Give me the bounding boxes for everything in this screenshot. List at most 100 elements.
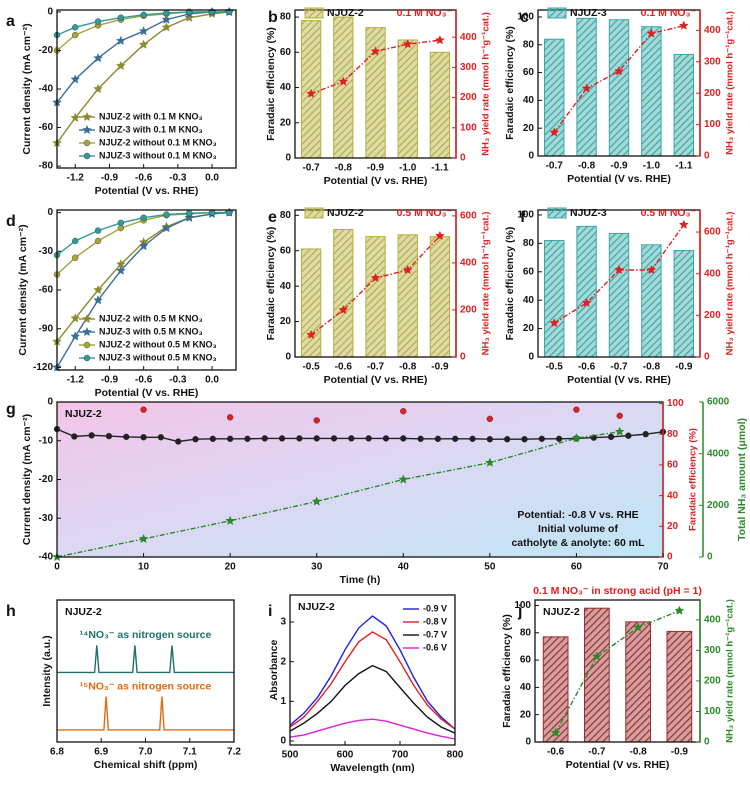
- marker: [93, 53, 103, 63]
- y-tick-label: 400: [704, 25, 721, 36]
- y-tick-label: 400: [460, 32, 477, 43]
- series-line: [554, 610, 680, 734]
- marker: [549, 127, 560, 137]
- legend-marker: [83, 354, 91, 362]
- x-tick-label: 0: [54, 562, 60, 573]
- x-tick-label: -0.5: [546, 362, 564, 373]
- x-axis-title: Potential (V vs. RHE): [324, 374, 428, 386]
- marker: [642, 430, 649, 438]
- x-tick-label: -0.9: [101, 173, 119, 184]
- y-tick-label: -60: [39, 285, 54, 296]
- legend-label: -0.9 V: [423, 603, 447, 613]
- x-axis-title: Wavelength (nm): [330, 762, 414, 774]
- x-axis-title: Potential (V vs. RHE): [95, 185, 199, 197]
- x-tick-label: -0.8: [399, 362, 417, 373]
- legend-label: NJUZ-3: [570, 207, 607, 219]
- panel-letter: b: [268, 9, 278, 26]
- marker: [226, 414, 234, 421]
- legend-label: NJUZ-3 with 0.5 M KNO₃: [99, 326, 203, 336]
- y-tick-label: -60: [39, 122, 54, 133]
- bar: [429, 236, 451, 358]
- legend-marker: [82, 124, 92, 135]
- marker: [71, 433, 78, 440]
- x-tick-label: 40: [398, 562, 410, 573]
- x-tick-label: 0.0: [205, 173, 219, 184]
- marker: [184, 12, 195, 22]
- bar: [543, 38, 565, 157]
- marker: [549, 317, 560, 328]
- sample-tag: NJUZ-2: [65, 606, 102, 618]
- bar: [584, 607, 610, 743]
- x-tick-label: -0.3: [169, 173, 187, 184]
- y-tick-label: 100: [667, 398, 684, 409]
- legend-label: NJUZ-2 with 0.5 M KNO₃: [99, 313, 203, 323]
- marker: [226, 435, 234, 443]
- y-tick-label: 100: [704, 119, 721, 130]
- marker: [72, 24, 79, 31]
- x-tick-label: 600: [337, 750, 354, 761]
- y-tick-label: 600: [704, 227, 721, 238]
- y-axis-title: Faradaic efficiency (%): [501, 614, 513, 728]
- y-tick-label: 80: [520, 627, 532, 638]
- marker: [348, 435, 355, 442]
- y-tick-label: 40: [523, 95, 535, 106]
- x-tick-label: 700: [392, 750, 409, 761]
- y-tick-label: 0: [704, 352, 710, 363]
- marker: [117, 219, 125, 227]
- y-tick-label: 100: [517, 210, 534, 221]
- y-tick-label: 60: [667, 460, 679, 471]
- marker: [550, 727, 561, 738]
- bar: [333, 16, 354, 159]
- legend-marker: [82, 326, 92, 337]
- y-tick-label: 0: [704, 151, 710, 162]
- y-tick-label: 2000: [707, 500, 730, 511]
- bar: [608, 232, 630, 358]
- y-tick-label: 60: [520, 655, 532, 666]
- y-axis-title: Faradaic efficiency (%): [504, 227, 516, 341]
- y-axis-title: Current density (mA cm⁻²): [17, 224, 29, 355]
- y-axis-title: Faradaic efficiency (%): [265, 27, 277, 141]
- series-line: [289, 615, 456, 730]
- y-tick-label: 0: [707, 552, 713, 563]
- panel-letter: h: [6, 603, 16, 620]
- y-tick-label: 200: [704, 676, 721, 687]
- y-tick-label: 600: [460, 211, 477, 222]
- legend-label: -0.7 V: [423, 629, 447, 639]
- y-tick-label: 300: [704, 56, 721, 67]
- marker: [93, 284, 103, 295]
- y-tick-label: 20: [520, 709, 532, 720]
- marker: [161, 22, 172, 32]
- x-tick-label: -0.9: [431, 362, 449, 373]
- marker: [186, 210, 193, 217]
- y-tick-label: 200: [460, 305, 477, 316]
- x-axis-title: Potential (V vs. RHE): [566, 759, 670, 771]
- legend-marker: [82, 313, 92, 324]
- legend-label: NJUZ-3 with 0.1 M KNO₃: [99, 124, 203, 134]
- marker: [614, 426, 625, 436]
- y-tick-label: 0: [460, 153, 466, 164]
- x-tick-label: 20: [225, 562, 237, 573]
- y-tick-label: 20: [667, 521, 679, 532]
- marker: [452, 435, 459, 443]
- y-tick-label: 400: [460, 258, 477, 269]
- x-tick-label: -0.6: [578, 362, 596, 373]
- panel-letter: f: [520, 209, 526, 226]
- x-tick-label: -0.6: [335, 362, 353, 373]
- y-tick-label: 0: [528, 151, 534, 162]
- legend-marker: [83, 139, 91, 147]
- marker: [633, 622, 644, 632]
- x-tick-label: -0.7: [302, 163, 320, 174]
- marker: [338, 76, 349, 86]
- y-tick-label: 80: [667, 429, 679, 440]
- y-tick-label: 20: [523, 123, 535, 134]
- legend-label: NJUZ-3: [570, 7, 607, 19]
- condition-note: 0.1 M NO₃⁻: [397, 7, 453, 19]
- y-axis-title: Current density (mA cm⁻²): [21, 414, 33, 545]
- series-line: [289, 718, 456, 740]
- x-tick-label: -0.9: [101, 375, 119, 386]
- x-tick-label: -0.6: [547, 747, 565, 758]
- y-tick-label: 0: [285, 352, 291, 363]
- legend-label: NJUZ-2: [327, 7, 364, 19]
- x-axis-title: Chemical shift (ppm): [94, 759, 198, 771]
- marker: [417, 435, 424, 443]
